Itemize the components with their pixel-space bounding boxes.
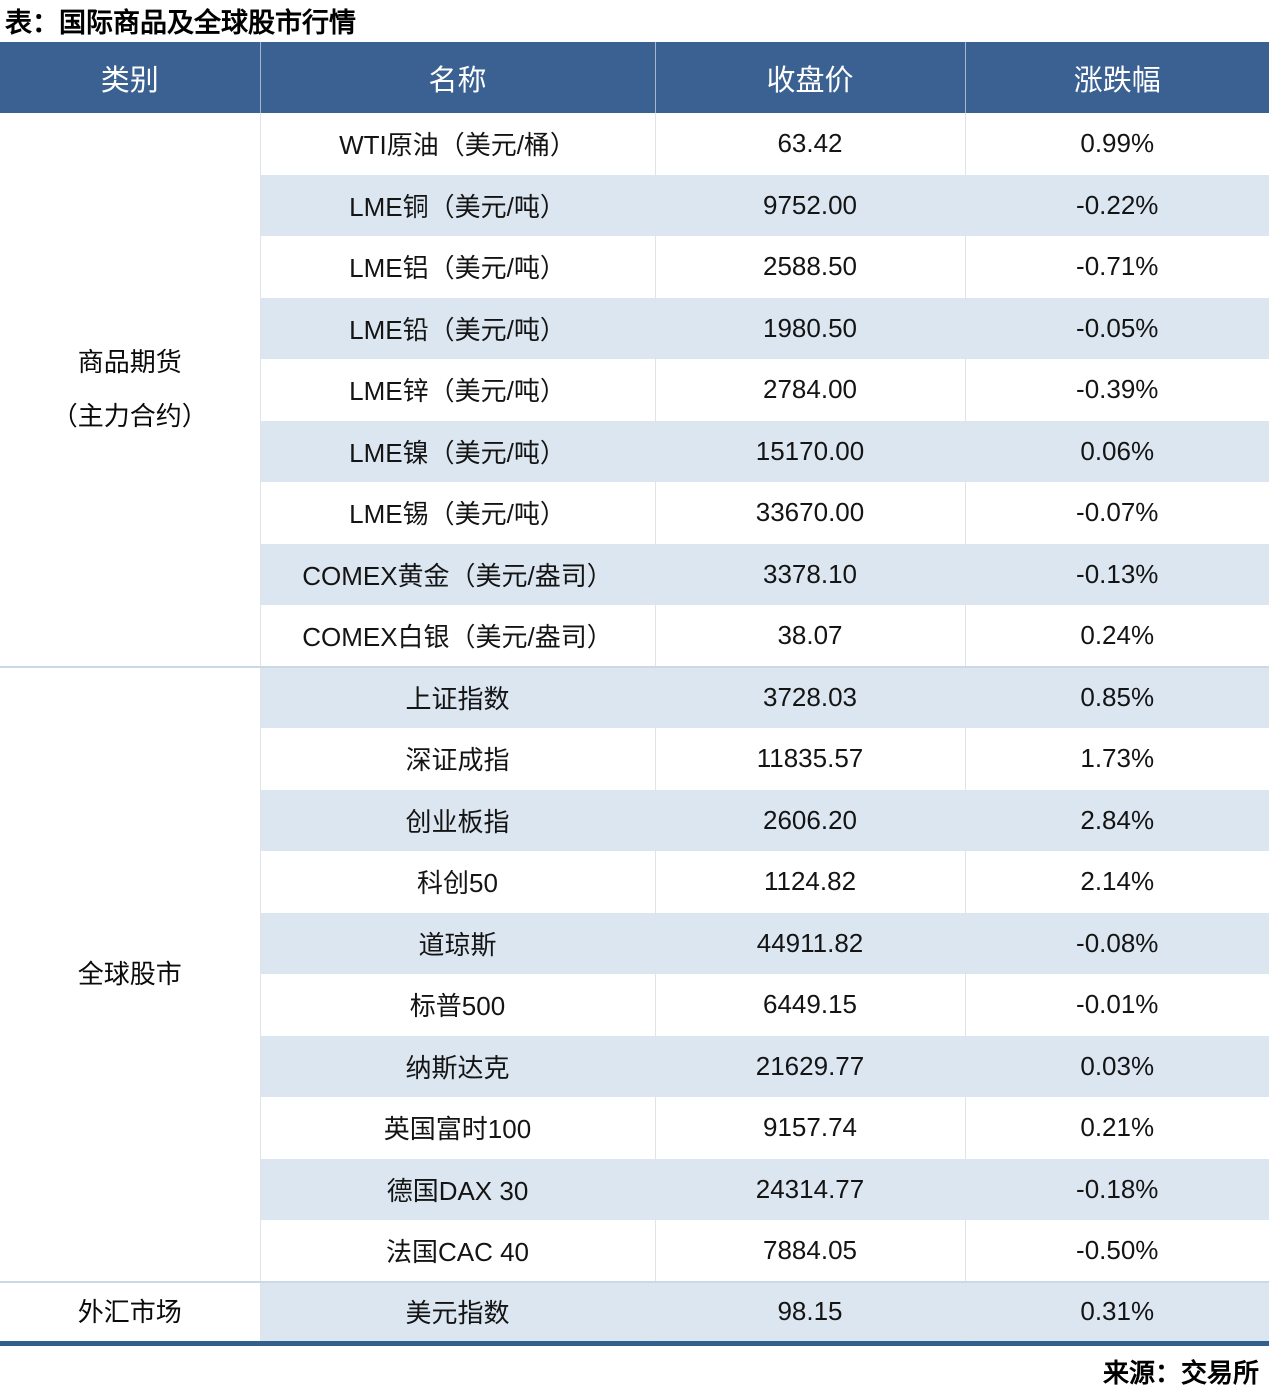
close-price-cell: 2606.20 — [654, 789, 965, 851]
close-price-cell: 33670.00 — [654, 482, 965, 544]
table-row: COMEX黄金（美元/盎司） 3378.10 -0.13% — [0, 543, 1269, 605]
table-row: 纳斯达克 21629.77 0.03% — [0, 1035, 1269, 1097]
close-price-cell: 11835.57 — [654, 728, 965, 790]
change-percent-cell: -0.39% — [964, 359, 1269, 421]
category-cell-forex-market: 外汇市场 — [0, 1280, 260, 1343]
name-cell: COMEX白银（美元/盎司） — [259, 605, 655, 667]
change-percent-cell: -0.08% — [964, 912, 1269, 974]
close-price-cell: 9157.74 — [654, 1097, 965, 1159]
table-row: 德国DAX 30 24314.77 -0.18% — [0, 1158, 1269, 1220]
table-row: 科创50 1124.82 2.14% — [0, 851, 1269, 913]
table-row: LME铝（美元/吨） 2588.50 -0.71% — [0, 236, 1269, 298]
change-percent-cell: 0.24% — [964, 605, 1269, 667]
table-row: 全球股市 上证指数 3728.03 0.85% — [0, 665, 1269, 1282]
name-cell: 深证成指 — [259, 728, 655, 790]
table-row: 法国CAC 40 7884.05 -0.50% — [0, 1220, 1269, 1282]
close-price-cell: 24314.77 — [654, 1158, 965, 1220]
close-price-cell: 2588.50 — [654, 236, 965, 298]
name-cell: 美元指数 — [259, 1280, 655, 1343]
header-close-price: 收盘价 — [654, 42, 965, 113]
close-price-cell: 44911.82 — [654, 912, 965, 974]
name-cell: LME铝（美元/吨） — [259, 236, 655, 298]
category-label: 商品期货 — [77, 347, 182, 378]
close-price-cell: 15170.00 — [654, 420, 965, 482]
change-percent-cell: -0.18% — [964, 1158, 1269, 1220]
name-cell: 创业板指 — [259, 789, 655, 851]
change-percent-cell: 0.85% — [964, 665, 1269, 728]
category-label: （主力合约） — [51, 401, 208, 432]
change-percent-cell: -0.22% — [964, 174, 1269, 236]
close-price-cell: 63.42 — [654, 113, 965, 175]
name-cell: LME锌（美元/吨） — [259, 359, 655, 421]
change-percent-cell: -0.13% — [964, 543, 1269, 605]
table-row: 深证成指 11835.57 1.73% — [0, 728, 1269, 790]
name-cell: 标普500 — [259, 974, 655, 1036]
table-row: 外汇市场 美元指数 98.15 0.31% — [0, 1280, 1269, 1343]
category-label: 全球股市 — [77, 959, 182, 989]
header-row: 类别 名称 收盘价 涨跌幅 — [0, 42, 1269, 113]
change-percent-cell: 0.03% — [964, 1035, 1269, 1097]
header-name: 名称 — [259, 42, 655, 113]
name-cell: 道琼斯 — [259, 912, 655, 974]
close-price-cell: 7884.05 — [654, 1220, 965, 1282]
name-cell: 科创50 — [259, 851, 655, 913]
close-price-cell: 6449.15 — [654, 974, 965, 1036]
name-cell: LME锡（美元/吨） — [259, 482, 655, 544]
table-title: 表：国际商品及全球股市行情 — [5, 8, 356, 38]
table-row: 英国富时100 9157.74 0.21% — [0, 1097, 1269, 1159]
close-price-cell: 1124.82 — [654, 851, 965, 913]
change-percent-cell: 2.14% — [964, 851, 1269, 913]
change-percent-cell: -0.71% — [964, 236, 1269, 298]
table-row: 标普500 6449.15 -0.01% — [0, 974, 1269, 1036]
name-cell: 德国DAX 30 — [259, 1158, 655, 1220]
name-cell: 英国富时100 — [259, 1097, 655, 1159]
table-row: COMEX白银（美元/盎司） 38.07 0.24% — [0, 605, 1269, 667]
close-price-cell: 2784.00 — [654, 359, 965, 421]
table-row: LME锌（美元/吨） 2784.00 -0.39% — [0, 359, 1269, 421]
close-price-cell: 3378.10 — [654, 543, 965, 605]
name-cell: 上证指数 — [259, 665, 655, 728]
quotes-table: 类别 名称 收盘价 涨跌幅 商品期货 （主力合约） WTI原油（美元/桶） 63.42… — [0, 42, 1269, 1346]
header-category: 类别 — [0, 42, 260, 113]
table-row: 道琼斯 44911.82 -0.08% — [0, 912, 1269, 974]
change-percent-cell: -0.07% — [964, 482, 1269, 544]
change-percent-cell: 0.06% — [964, 420, 1269, 482]
close-price-cell: 9752.00 — [654, 174, 965, 236]
name-cell: 法国CAC 40 — [259, 1220, 655, 1282]
category-label: 外汇市场 — [77, 1296, 182, 1327]
category-cell-global-stocks: 全球股市 — [0, 665, 260, 1282]
change-percent-cell: 1.73% — [964, 728, 1269, 790]
change-percent-cell: -0.50% — [964, 1220, 1269, 1282]
close-price-cell: 98.15 — [654, 1280, 965, 1343]
close-price-cell: 21629.77 — [654, 1035, 965, 1097]
table-row: 创业板指 2606.20 2.84% — [0, 789, 1269, 851]
name-cell: LME镍（美元/吨） — [259, 420, 655, 482]
source-note: 来源：交易所 — [1102, 1357, 1259, 1388]
name-cell: LME铜（美元/吨） — [259, 174, 655, 236]
close-price-cell: 38.07 — [654, 605, 965, 667]
name-cell: LME铅（美元/吨） — [259, 297, 655, 359]
change-percent-cell: 0.31% — [964, 1280, 1269, 1343]
change-percent-cell: 2.84% — [964, 789, 1269, 851]
change-percent-cell: 0.21% — [964, 1097, 1269, 1159]
name-cell: COMEX黄金（美元/盎司） — [259, 543, 655, 605]
table-row: 商品期货 （主力合约） WTI原油（美元/桶） 63.42 0.99% — [0, 113, 1269, 667]
table-row: LME铜（美元/吨） 9752.00 -0.22% — [0, 174, 1269, 236]
category-cell-commodity-futures: 商品期货 （主力合约） — [0, 113, 260, 667]
table-row: LME锡（美元/吨） 33670.00 -0.07% — [0, 482, 1269, 544]
name-cell: WTI原油（美元/桶） — [259, 113, 655, 175]
quotes-table-body: 商品期货 （主力合约） WTI原油（美元/桶） 63.42 0.99% LME铜（美元/吨… — [0, 113, 1269, 1343]
change-percent-cell: -0.01% — [964, 974, 1269, 1036]
table-row: LME铅（美元/吨） 1980.50 -0.05% — [0, 297, 1269, 359]
change-percent-cell: 0.99% — [964, 113, 1269, 175]
close-price-cell: 1980.50 — [654, 297, 965, 359]
name-cell: 纳斯达克 — [259, 1035, 655, 1097]
table-row: LME镍（美元/吨） 15170.00 0.06% — [0, 420, 1269, 482]
change-percent-cell: -0.05% — [964, 297, 1269, 359]
close-price-cell: 3728.03 — [654, 665, 965, 728]
header-change-percent: 涨跌幅 — [964, 42, 1269, 113]
